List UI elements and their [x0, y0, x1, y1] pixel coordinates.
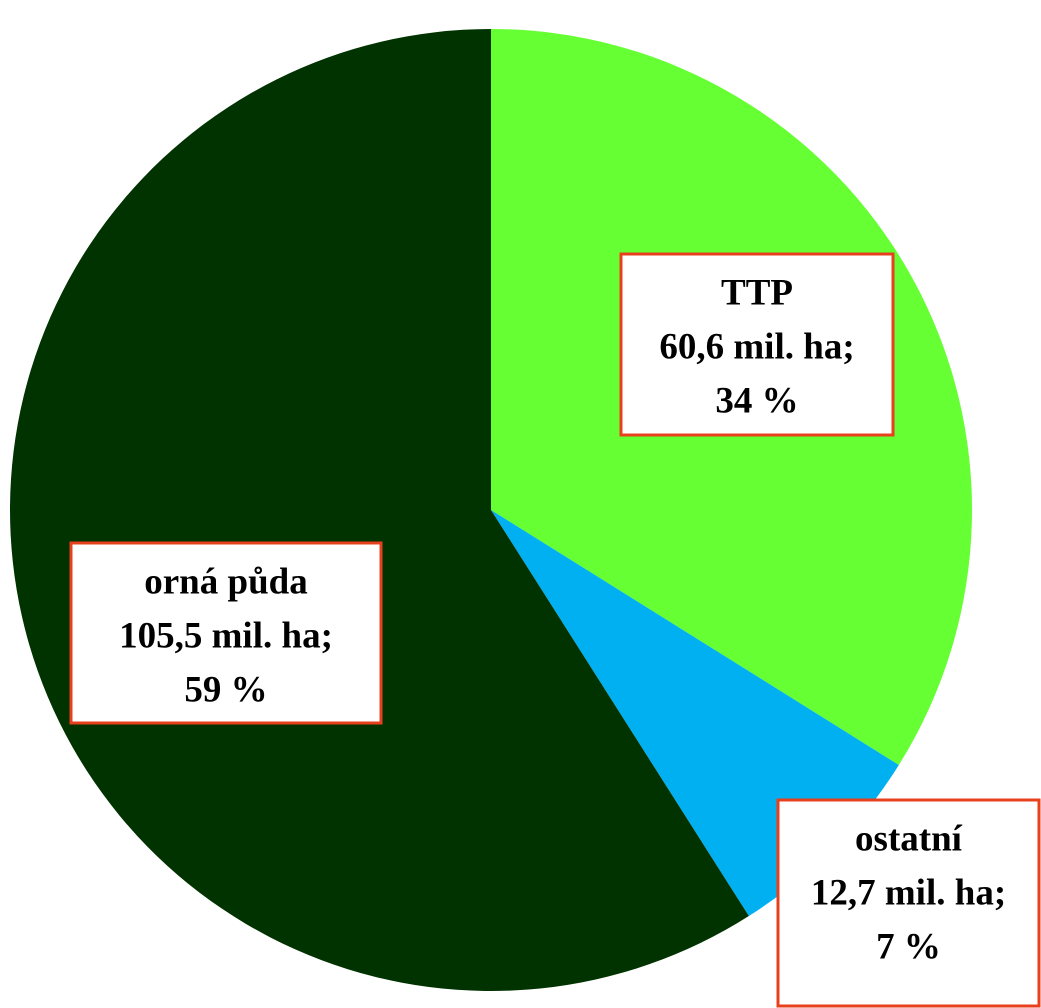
value-label: 12,7 mil. ha;	[811, 872, 1006, 913]
slice-name: ostatní	[855, 818, 963, 859]
slice-name: TTP	[721, 272, 793, 313]
label-box	[776, 798, 1041, 1008]
pie-slice	[10, 29, 749, 991]
label-box	[69, 541, 383, 725]
value-label: 60,6 mil. ha;	[659, 326, 854, 367]
percent-label: 7 %	[876, 926, 941, 967]
label-box	[619, 252, 895, 437]
value-label: 105,5 mil. ha;	[119, 615, 333, 656]
percent-label: 34 %	[715, 380, 798, 421]
slice-name: orná půda	[144, 561, 307, 602]
percent-label: 59 %	[184, 669, 267, 710]
